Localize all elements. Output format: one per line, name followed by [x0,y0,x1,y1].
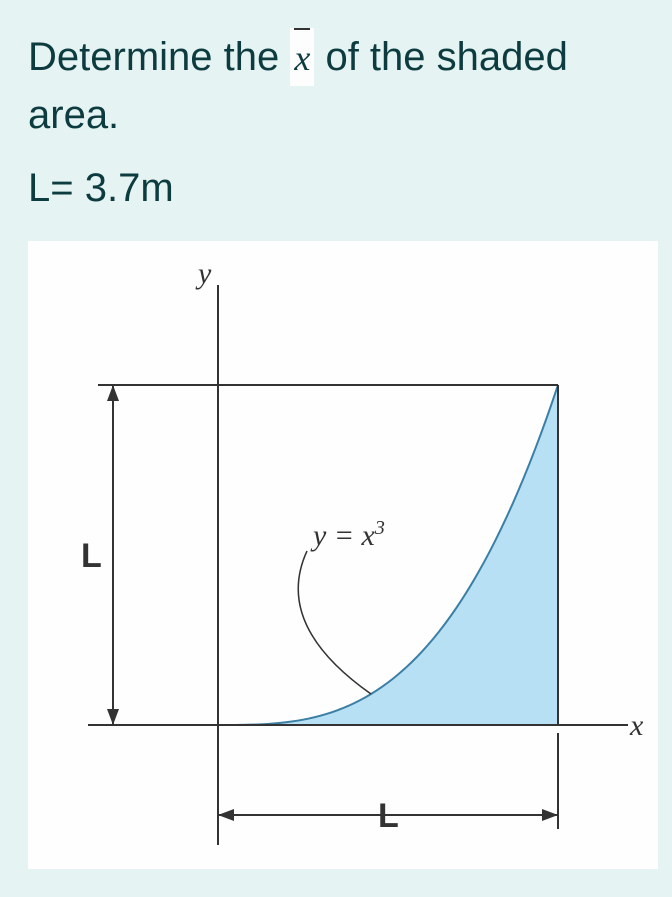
given-value: L= 3.7m [28,166,644,211]
x-axis-label: x [629,709,644,742]
curve-equation-label: y = x3 [310,517,385,552]
figure-container: y x L Ly = x3 [28,241,658,869]
curve-label-pointer [298,551,371,694]
question-text: Determine the x of the shaded area. [28,28,644,144]
figure-svg: y x L Ly = x3 [38,255,648,855]
height-dim-label: L [81,537,102,575]
width-dim-label: L [378,797,399,835]
y-axis-label: y [195,257,212,290]
shaded-area [218,385,558,725]
question-prefix: Determine the [28,35,290,79]
xbar-symbol: x [290,28,314,86]
